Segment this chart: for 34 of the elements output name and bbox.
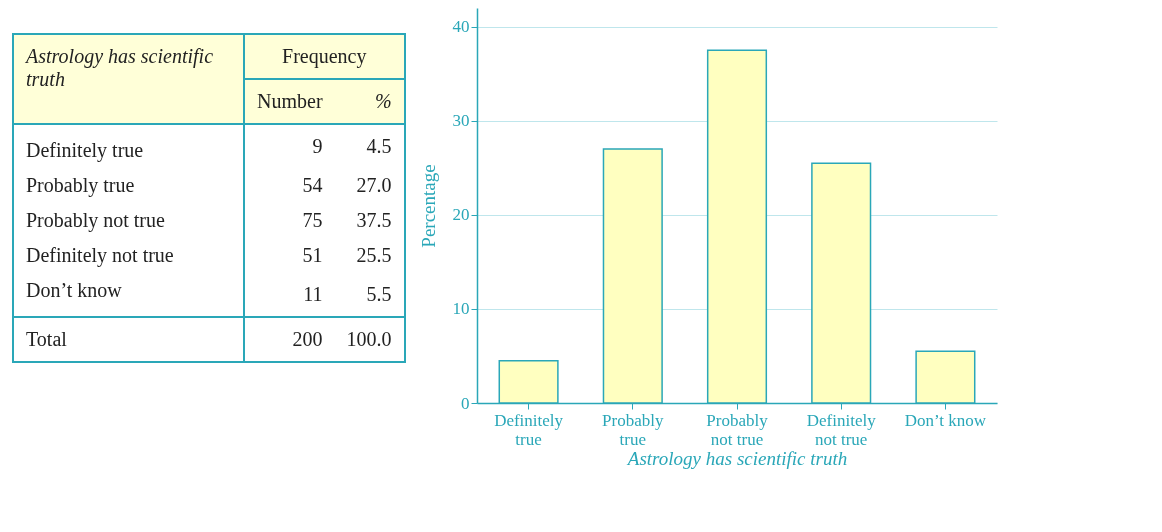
- x-tick-label: Probably true: [601, 410, 664, 449]
- data-label: 51: [244, 238, 335, 273]
- category-label: Definitely not true: [25, 243, 175, 269]
- x-tick-label: Definitely true: [493, 410, 564, 449]
- data-label: 25.5: [355, 243, 393, 268]
- data-label: 11: [244, 273, 335, 317]
- x-tick-label: Don’t know: [904, 410, 987, 430]
- y-tick-label: 40: [452, 17, 470, 37]
- data-label: 4.5: [365, 134, 393, 159]
- data-label: 100.0: [334, 317, 405, 362]
- data-label: 9: [244, 124, 335, 168]
- category-label: Probably true: [25, 173, 136, 199]
- data-label: 37.5: [355, 208, 393, 233]
- data-label: 200: [244, 317, 335, 362]
- data-label: 54: [244, 168, 335, 203]
- data-label: 27.0: [355, 173, 393, 198]
- text: %: [334, 79, 405, 124]
- text: Astrology has scientific truth: [13, 34, 244, 124]
- text: Number: [244, 79, 335, 124]
- y-tick-label: 0: [460, 393, 470, 413]
- y-tick-label: 20: [452, 205, 470, 225]
- text: Frequency: [244, 34, 405, 79]
- category-label: Total: [13, 317, 244, 362]
- category-label: Don’t know: [25, 278, 123, 303]
- category-label: Probably not true: [25, 208, 166, 234]
- x-axis-title: Astrology has scientific truth: [625, 447, 847, 469]
- x-tick-label: Probably not true: [705, 410, 768, 449]
- y-tick-label: 30: [452, 111, 470, 131]
- x-tick-label: Definitely not true: [806, 410, 876, 449]
- category-label: Definitely true: [25, 138, 145, 164]
- data-label: 5.5: [365, 282, 393, 307]
- data-label: 75: [244, 203, 335, 238]
- y-axis-title: Percentage: [417, 164, 439, 248]
- y-tick-label: 10: [452, 299, 470, 319]
